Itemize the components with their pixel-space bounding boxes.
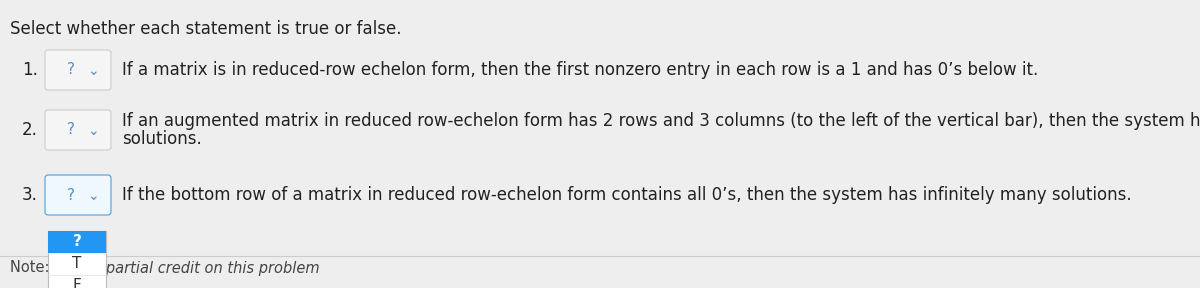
Text: ?: ? — [67, 187, 74, 202]
FancyBboxPatch shape — [46, 50, 112, 90]
Text: ?: ? — [67, 122, 74, 137]
Text: earn partial credit on this problem: earn partial credit on this problem — [68, 261, 319, 276]
Text: Select whether each statement is true or false.: Select whether each statement is true or… — [10, 20, 402, 38]
Text: Note: W: Note: W — [10, 261, 68, 276]
Text: ⌄: ⌄ — [88, 124, 98, 138]
Text: T: T — [72, 257, 82, 272]
Text: ⌄: ⌄ — [88, 189, 98, 203]
Text: 1.: 1. — [22, 61, 38, 79]
Text: 3.: 3. — [22, 186, 38, 204]
FancyBboxPatch shape — [46, 175, 112, 215]
Text: ⌄: ⌄ — [88, 64, 98, 78]
Text: ?: ? — [67, 62, 74, 77]
FancyBboxPatch shape — [46, 110, 112, 150]
Text: 2.: 2. — [22, 121, 38, 139]
Text: If the bottom row of a matrix in reduced row-echelon form contains all 0’s, then: If the bottom row of a matrix in reduced… — [122, 186, 1132, 204]
FancyBboxPatch shape — [48, 231, 106, 288]
Text: ?: ? — [72, 234, 82, 249]
Text: If a matrix is in reduced-row echelon form, then the first nonzero entry in each: If a matrix is in reduced-row echelon fo… — [122, 61, 1038, 79]
Text: F: F — [73, 278, 82, 288]
Text: solutions.: solutions. — [122, 130, 202, 148]
FancyBboxPatch shape — [48, 231, 106, 253]
Text: If an augmented matrix in reduced row-echelon form has 2 rows and 3 columns (to : If an augmented matrix in reduced row-ec… — [122, 112, 1200, 130]
